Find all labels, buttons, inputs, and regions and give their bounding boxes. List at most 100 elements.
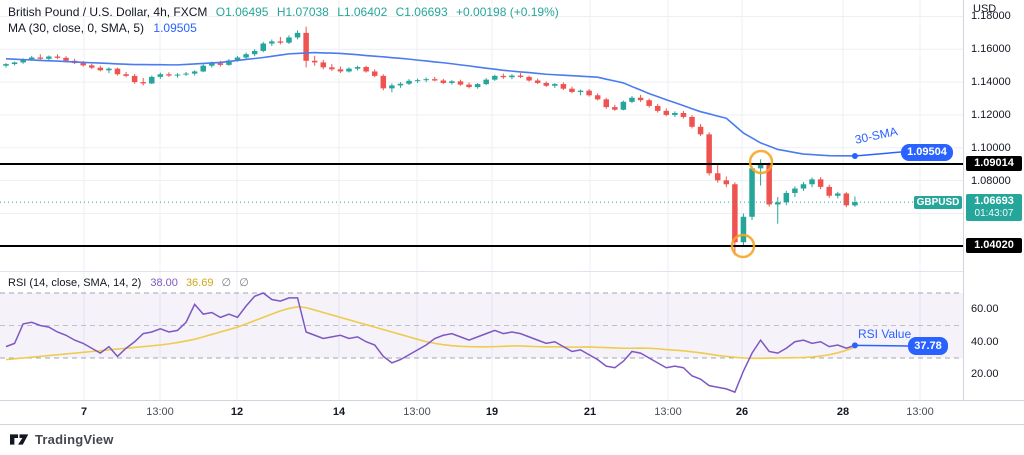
candle [131, 75, 138, 83]
time-axis[interactable]: 7 13:00 12 14 13:00 19 21 13:00 26 28 13:00 [0, 400, 1024, 425]
candle [354, 67, 361, 69]
sma-callout-line [854, 151, 902, 157]
candle [783, 192, 790, 203]
rsi-tick-label: 20.00 [971, 368, 999, 381]
candle [260, 43, 266, 51]
candle [397, 83, 404, 86]
rsi-tick-label: 60.00 [971, 303, 999, 316]
sma-end-dot [851, 152, 858, 159]
candle [500, 75, 507, 78]
candle [689, 116, 695, 127]
ohlc-low: L1.06402 [337, 5, 388, 19]
tradingview-watermark[interactable]: TradingView [10, 432, 114, 447]
price-tick-label: 1.16000 [971, 43, 1011, 56]
chart-plot-area[interactable] [0, 0, 963, 400]
candle [603, 99, 609, 108]
candle [20, 59, 26, 63]
candle [89, 65, 95, 68]
candle [509, 75, 515, 78]
ohlc-open: O1.06495 [215, 5, 269, 19]
candle [380, 75, 387, 89]
candle [277, 41, 284, 43]
highlight-circle[interactable] [730, 233, 756, 259]
candle [46, 56, 52, 59]
candle [629, 97, 635, 102]
candle [157, 74, 164, 77]
candle [663, 110, 670, 115]
candle [174, 74, 181, 76]
candle [714, 173, 721, 181]
candle [423, 79, 429, 81]
candle [440, 80, 447, 83]
candle [337, 69, 344, 72]
candle [389, 85, 395, 89]
candle [320, 62, 327, 68]
time-tick-label: 13:00 [146, 406, 174, 418]
candle [286, 37, 292, 43]
candle [637, 97, 644, 101]
price-tick-label: 1.08000 [971, 174, 1011, 187]
price-tick-label: 1.18000 [971, 10, 1011, 23]
current-price-tag: 1.06693 01:43:07 [966, 194, 1022, 222]
rsi-line[interactable] [5, 292, 856, 394]
candle [37, 57, 44, 59]
candle [200, 65, 206, 72]
rsi-legend[interactable]: RSI (14, close, SMA, 14, 2) 38.00 36.69 … [8, 276, 249, 289]
rsi-indicator-label: RSI (14, close, SMA, 14, 2) [8, 277, 142, 289]
candle [346, 68, 352, 72]
rsi-value-badge: 37.78 [908, 337, 948, 355]
candle [269, 41, 275, 44]
highlight-circle[interactable] [748, 149, 774, 175]
candle [646, 100, 652, 106]
candle [577, 90, 584, 92]
rsi-value-text: 38.00 [150, 277, 178, 289]
rsi-tick-label: 40.00 [971, 335, 999, 348]
time-tick-label: 26 [735, 406, 749, 418]
candle [251, 50, 258, 55]
candle [183, 73, 189, 75]
time-tick-label: 14 [332, 406, 346, 418]
candle [363, 67, 369, 72]
candle [483, 79, 489, 85]
candle [209, 63, 215, 66]
ma-indicator-label: MA (30, close, 0, SMA, 5) [8, 21, 145, 35]
candle [672, 112, 678, 115]
candle [432, 79, 438, 81]
pane-divider[interactable] [0, 271, 1024, 272]
candle [191, 71, 198, 74]
price-axis[interactable]: USD 1.06693 01:43:07 1.18000 1.16000 1.140… [963, 0, 1024, 400]
time-tick-label: 13:00 [654, 406, 682, 418]
candle [97, 67, 104, 71]
candle [234, 57, 241, 61]
candle [414, 80, 421, 82]
price-tick-label: 1.14000 [971, 76, 1011, 89]
symbol-legend[interactable]: British Pound / U.S. Dollar, 4h, FXCM O1… [8, 4, 559, 36]
sma-line[interactable] [5, 51, 855, 157]
candle [612, 107, 618, 110]
candle [466, 84, 472, 88]
price-tick-label: 1.10000 [971, 141, 1011, 154]
candle [835, 193, 841, 196]
rsi-ma-value-text: 36.69 [185, 277, 214, 289]
candle [654, 105, 661, 111]
candle [80, 63, 86, 66]
candle [809, 179, 815, 185]
candle [697, 126, 704, 135]
candle [757, 165, 764, 169]
candle [217, 63, 224, 65]
candle [620, 101, 627, 110]
candle [106, 68, 112, 71]
candle [123, 74, 129, 76]
candle [792, 188, 798, 193]
candle [740, 216, 747, 243]
candle [311, 60, 318, 63]
candle [457, 81, 464, 85]
time-tick-label: 13:00 [403, 406, 431, 418]
candle [303, 32, 309, 61]
candle [534, 80, 541, 83]
candle [329, 67, 335, 70]
candle [826, 186, 832, 196]
candle [226, 60, 232, 65]
sma-value-badge: 1.09504 [901, 144, 953, 161]
